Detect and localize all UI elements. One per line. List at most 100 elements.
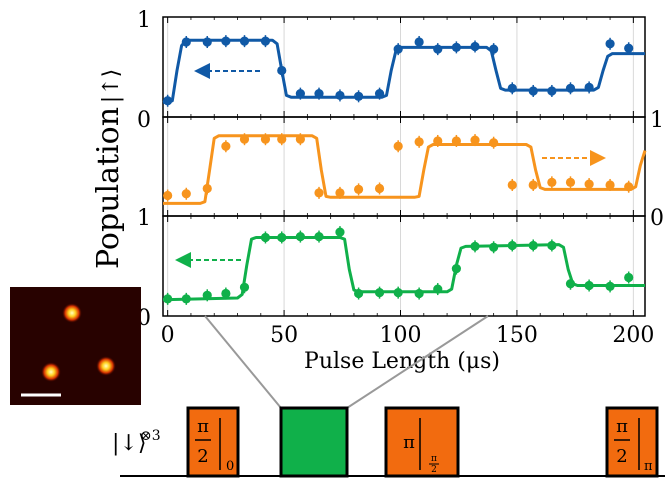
data-point	[335, 90, 345, 101]
data-point	[202, 37, 212, 47]
panel-frame	[162, 16, 646, 118]
panel-frame	[162, 116, 646, 217]
pulse-pi	[384, 406, 460, 478]
data-point	[277, 65, 287, 76]
data-point	[260, 232, 271, 243]
data-point	[314, 231, 324, 242]
data-point	[605, 39, 615, 49]
zoom-line	[346, 315, 489, 409]
data-point	[507, 180, 517, 190]
data-point	[374, 89, 385, 99]
data-point	[221, 141, 231, 151]
data-point	[260, 36, 271, 46]
data-point	[489, 44, 499, 54]
data-point	[181, 294, 191, 304]
data-point	[277, 134, 287, 144]
fit-line	[162, 236, 645, 302]
y-axis-label: Population	[91, 107, 126, 269]
data-point	[451, 264, 461, 274]
fit-line	[162, 38, 645, 104]
data-point	[507, 240, 517, 251]
data-point	[221, 288, 231, 299]
pulse4-phase: π	[644, 459, 653, 474]
x-tick-label: 150	[496, 323, 538, 348]
data-point	[239, 134, 250, 144]
data-point	[451, 136, 461, 146]
ion-spot	[96, 356, 116, 376]
fit-line	[163, 134, 647, 205]
data-point	[314, 89, 324, 99]
data-point	[605, 281, 615, 292]
pulse-sequence: |↓⟩ ⊗3 π 2 0 π π 2 π 2 π	[112, 406, 665, 478]
data-point	[335, 227, 345, 237]
data-point	[470, 41, 480, 52]
data-point	[547, 86, 557, 96]
data-point	[624, 272, 634, 283]
data-point	[353, 288, 364, 299]
data-point	[547, 177, 557, 187]
data-point	[335, 188, 345, 198]
state-exponent: ⊗3	[140, 428, 161, 444]
data-point	[353, 184, 364, 194]
data-point	[163, 294, 173, 304]
inset-image	[10, 287, 141, 405]
data-point	[433, 284, 443, 294]
data-point	[181, 37, 191, 47]
data-point	[181, 189, 191, 199]
data-point	[239, 282, 250, 292]
pulse3-sub-num: π	[431, 454, 437, 464]
state-label: |↓⟩	[112, 431, 146, 456]
pulse3-num: π	[403, 432, 415, 453]
x-tick-label: 50	[270, 323, 298, 348]
data-point	[433, 136, 443, 146]
data-point	[221, 36, 231, 46]
data-point	[202, 290, 212, 300]
y-tick-label: 0	[137, 108, 151, 133]
data-point	[433, 44, 443, 54]
data-point	[624, 182, 634, 192]
panel-frame	[162, 215, 646, 317]
data-point	[489, 242, 499, 252]
pulse1-den: 2	[197, 446, 208, 467]
pulse1-num: π	[197, 416, 209, 437]
y-tick-label-right: 0	[650, 206, 664, 231]
ion-spot	[41, 362, 61, 382]
y-tick-label: 1	[137, 206, 151, 231]
data-point	[202, 183, 212, 194]
data-point	[393, 288, 403, 298]
zoom-line	[204, 315, 282, 409]
x-tick-label: 0	[161, 323, 175, 348]
y-tick-label: 1	[137, 8, 151, 33]
data-point	[393, 44, 403, 54]
x-tick-label: 100	[380, 323, 422, 348]
ion-spot	[62, 303, 82, 323]
data-point	[163, 190, 173, 201]
x-axis-label: Pulse Length (μs)	[304, 349, 500, 374]
data-point	[584, 280, 594, 291]
y-tick-label-right: 1	[650, 108, 664, 133]
pulse4-den: 2	[616, 446, 627, 467]
data-point	[374, 288, 385, 298]
pulse1-phase: 0	[226, 459, 234, 474]
data-point	[414, 288, 424, 299]
data-point	[507, 83, 517, 93]
pulse-pi-half-0	[186, 406, 240, 478]
data-point	[239, 36, 250, 46]
x-tick-label: 200	[612, 323, 654, 348]
data-point	[295, 89, 305, 99]
data-point	[528, 180, 538, 190]
pulse3-sub-den: 2	[431, 465, 437, 475]
data-point	[470, 135, 480, 145]
y-axis-ket: |↑⟩	[99, 69, 124, 103]
data-point	[584, 82, 594, 93]
data-point	[528, 240, 538, 251]
data-point	[277, 232, 287, 243]
data-point	[605, 180, 615, 190]
data-point	[584, 179, 594, 189]
data-point	[528, 86, 538, 96]
data-point	[470, 241, 480, 251]
pulse4-num: π	[616, 416, 628, 437]
data-point	[451, 42, 461, 52]
